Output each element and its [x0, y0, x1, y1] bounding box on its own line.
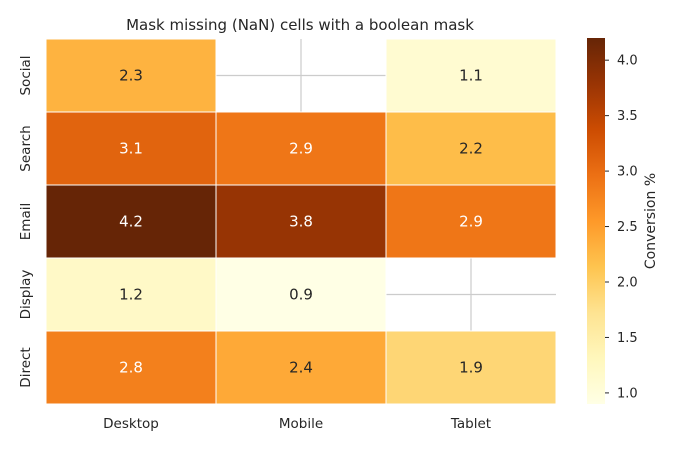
heatmap-cell: [385, 184, 557, 259]
cell-value-label: 3.8: [289, 213, 313, 231]
heatmap-cell: [385, 38, 557, 113]
y-tick-label: Direct: [18, 347, 34, 387]
cell-value-label: 1.2: [119, 286, 143, 304]
colorbar-tick-label: 4.0: [617, 54, 638, 69]
cell-value-label: 1.1: [459, 67, 483, 85]
y-tick-label: Search: [18, 125, 34, 171]
chart-title: Mask missing (NaN) cells with a boolean …: [126, 16, 474, 34]
heatmap-cell: [215, 257, 387, 332]
colorbar-tick-label: 2.5: [617, 220, 638, 235]
heatmap-cell: [215, 184, 387, 259]
colorbar-tick-label: 3.5: [617, 109, 638, 124]
colorbar: 1.0 1.5 2.0 2.5 3.0 3.5 4.0 Conversion %: [587, 38, 659, 404]
cell-value-label: 2.3: [119, 67, 143, 85]
colorbar-tick-label: 2.0: [617, 276, 638, 291]
cell-value-label: 2.9: [459, 213, 483, 231]
cell-value-label: 3.1: [119, 140, 143, 158]
heatmap-cell: [45, 111, 217, 186]
cell-value-label: 2.2: [459, 140, 483, 158]
colorbar-tick-label: 3.0: [617, 165, 638, 180]
cell-value-label: 2.4: [289, 359, 313, 377]
heatmap-cell: [45, 330, 217, 405]
cell-value-label: 2.9: [289, 140, 313, 158]
x-tick-label: Desktop: [103, 416, 159, 432]
heatmap-cell: [385, 111, 557, 186]
cell-value-label: 1.9: [459, 359, 483, 377]
heatmap-cell: [45, 184, 217, 259]
cell-value-label: 4.2: [119, 213, 143, 231]
cell-value-label: 2.8: [119, 359, 143, 377]
y-tick-label: Social: [18, 55, 34, 95]
x-tick-label: Mobile: [279, 416, 323, 432]
y-tick-label: Email: [18, 203, 34, 240]
heatmap-cell: [215, 330, 387, 405]
heatmap-cell: [385, 330, 557, 405]
heatmap-cell: [45, 38, 217, 113]
cell-value-label: 0.9: [289, 286, 313, 304]
y-tick-label: Display: [18, 270, 34, 320]
colorbar-tick-label: 1.5: [617, 331, 638, 346]
colorbar-label: Conversion %: [643, 173, 659, 269]
colorbar-gradient: [587, 38, 605, 404]
x-tick-label: Tablet: [450, 416, 491, 432]
plot-area: 2.3 1.13.1 2.9 2.24.2 3.8 2.91.2 0.92.8 2.4 1.9 …: [18, 38, 557, 432]
colorbar-tick-label: 1.0: [617, 386, 638, 401]
